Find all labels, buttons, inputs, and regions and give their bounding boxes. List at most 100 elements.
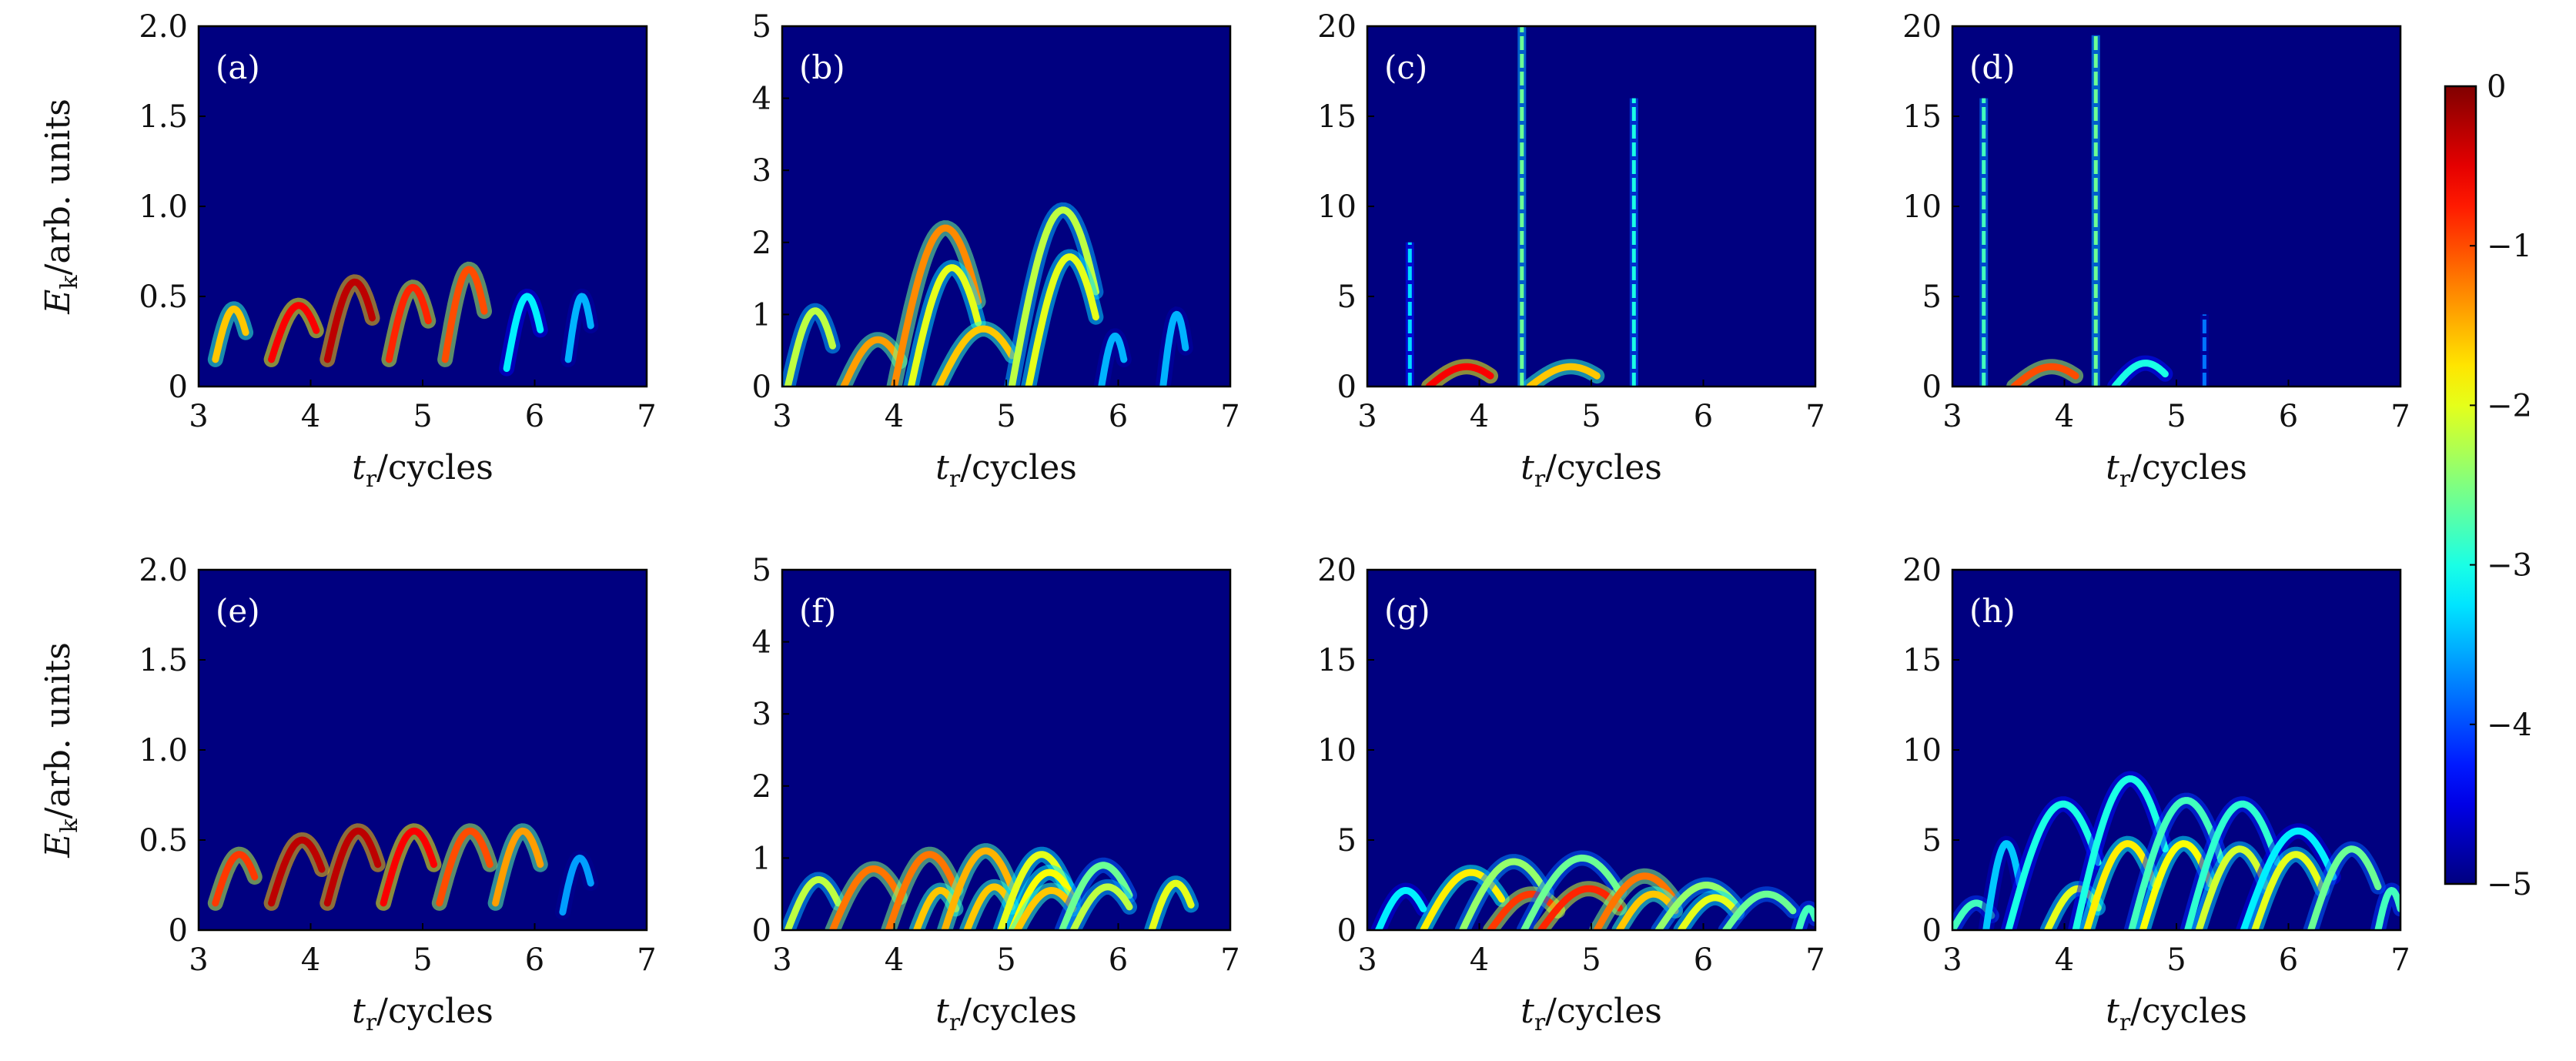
y-tick-label: 5 xyxy=(1922,823,1942,859)
x-tick-label: 6 xyxy=(1109,942,1128,978)
trace-7 xyxy=(1615,890,1679,930)
panel-c: (c) 3 4 5 6 7 0 5 10 15 20 tr/cycles xyxy=(1317,9,1825,493)
x-tick-label: 3 xyxy=(1942,399,1962,434)
colorbar: 0 −1 −2 −3 −4 −5 xyxy=(2444,69,2532,902)
y-tick-label: 0 xyxy=(1922,913,1942,949)
x-tick-label: 7 xyxy=(2390,942,2410,978)
plot-background xyxy=(782,26,1230,387)
colorbar-tick-label: −4 xyxy=(2487,708,2532,743)
y-tick-label: 1.0 xyxy=(139,189,188,225)
x-tick-label: 5 xyxy=(996,399,1015,434)
y-tick-label: 2 xyxy=(752,226,771,261)
x-tick-label: 3 xyxy=(189,399,208,434)
x-tick-label: 7 xyxy=(1220,399,1239,434)
x-axis-label: tr/cycles xyxy=(935,448,1077,493)
x-axis-label: tr/cycles xyxy=(935,992,1077,1036)
colorbar-tick-label: −2 xyxy=(2487,388,2532,423)
y-tick-label: 20 xyxy=(1902,553,1942,588)
trace-13 xyxy=(2374,886,2400,930)
trace-3 xyxy=(385,283,432,363)
x-tick-label: 3 xyxy=(772,399,791,434)
trace-7 xyxy=(2139,840,2214,930)
plot-background xyxy=(1367,570,1815,930)
trace-5 xyxy=(963,883,1015,930)
trace-4 xyxy=(441,266,488,363)
panel-tag: (g) xyxy=(1384,592,1430,630)
x-tick-label: 6 xyxy=(525,942,544,978)
trace-9 xyxy=(2195,845,2270,930)
y-tick-label: 20 xyxy=(1317,553,1357,588)
x-tick-label: 3 xyxy=(1357,942,1377,978)
trace-4 xyxy=(436,827,493,907)
trace-0 xyxy=(784,307,836,387)
trace-6 xyxy=(559,854,594,916)
y-tick-label: 15 xyxy=(1902,643,1942,678)
trace-6 xyxy=(2128,797,2225,930)
x-tick-label: 5 xyxy=(1581,399,1601,434)
trace-5 xyxy=(2083,840,2158,930)
trace-6 xyxy=(564,293,594,363)
x-tick-label: 3 xyxy=(1942,942,1962,978)
panel-tag: (b) xyxy=(799,49,845,86)
trace-12 xyxy=(2307,845,2382,930)
trace-7 xyxy=(1098,333,1128,387)
trace-1 xyxy=(268,836,326,907)
panel-e: (e) 3 4 5 6 7 0 0.5 1.0 1.5 2.0 tr/cycles Ek/arb. un… xyxy=(38,553,657,1036)
plot-background xyxy=(199,570,647,930)
y-tick-label: 5 xyxy=(1922,279,1942,315)
y-tick-label: 20 xyxy=(1902,9,1942,45)
x-tick-label: 6 xyxy=(525,399,544,434)
trace-2 xyxy=(323,278,376,363)
x-tick-label: 5 xyxy=(1581,942,1601,978)
x-tick-label: 4 xyxy=(301,399,320,434)
trace-2 xyxy=(1459,858,1551,930)
trace-8 xyxy=(2184,800,2281,930)
y-tick-label: 1 xyxy=(752,841,771,876)
y-tick-label: 0 xyxy=(1337,370,1357,405)
x-tick-label: 4 xyxy=(885,942,904,978)
y-tick-label: 0.5 xyxy=(139,279,188,315)
x-axis-label: tr/cycles xyxy=(352,992,493,1036)
trace-5 xyxy=(1008,206,1099,387)
y-tick-label: 0 xyxy=(1337,913,1357,949)
trace-6 xyxy=(1593,872,1679,930)
x-tick-label: 6 xyxy=(1109,399,1128,434)
x-axis-label: tr/cycles xyxy=(1521,448,1662,493)
x-tick-label: 4 xyxy=(2055,942,2074,978)
trace-1 xyxy=(840,336,904,387)
y-axis-label: Ek/arb. units xyxy=(38,642,83,859)
plot-background xyxy=(1952,26,2400,387)
x-tick-label: 7 xyxy=(1220,942,1239,978)
trace-4 xyxy=(935,325,1015,387)
trace-5 xyxy=(1537,885,1623,930)
panel-tag: (c) xyxy=(1384,49,1427,86)
x-tick-label: 4 xyxy=(2055,399,2074,434)
colorbar-tick-label: −5 xyxy=(2487,867,2532,902)
x-tick-label: 4 xyxy=(301,942,320,978)
trace-1 xyxy=(1526,363,1601,387)
y-tick-label: 1.5 xyxy=(139,99,188,135)
y-tick-label: 0 xyxy=(169,370,188,405)
trace-0 xyxy=(2010,363,2079,387)
y-axis-label: Ek/arb. units xyxy=(38,99,83,315)
y-tick-label: 10 xyxy=(1902,189,1942,225)
trace-4 xyxy=(941,847,1015,930)
trace-1 xyxy=(1982,840,2023,930)
trace-0 xyxy=(212,305,249,363)
trace-6 xyxy=(1025,253,1099,387)
trace-0 xyxy=(212,851,259,907)
x-tick-label: 6 xyxy=(1694,399,1713,434)
trace-9 xyxy=(1059,862,1133,930)
y-tick-label: 0 xyxy=(752,913,771,949)
y-tick-label: 3 xyxy=(752,153,771,189)
x-tick-label: 5 xyxy=(996,942,1015,978)
trace-8 xyxy=(1159,310,1189,387)
y-tick-label: 1 xyxy=(752,297,771,333)
y-tick-label: 4 xyxy=(752,625,771,661)
y-tick-label: 15 xyxy=(1317,99,1357,135)
y-tick-label: 15 xyxy=(1902,99,1942,135)
panel-tag: (h) xyxy=(1969,592,2016,630)
trace-7 xyxy=(1008,869,1077,930)
x-tick-label: 6 xyxy=(2279,942,2298,978)
trace-10 xyxy=(1722,890,1797,930)
